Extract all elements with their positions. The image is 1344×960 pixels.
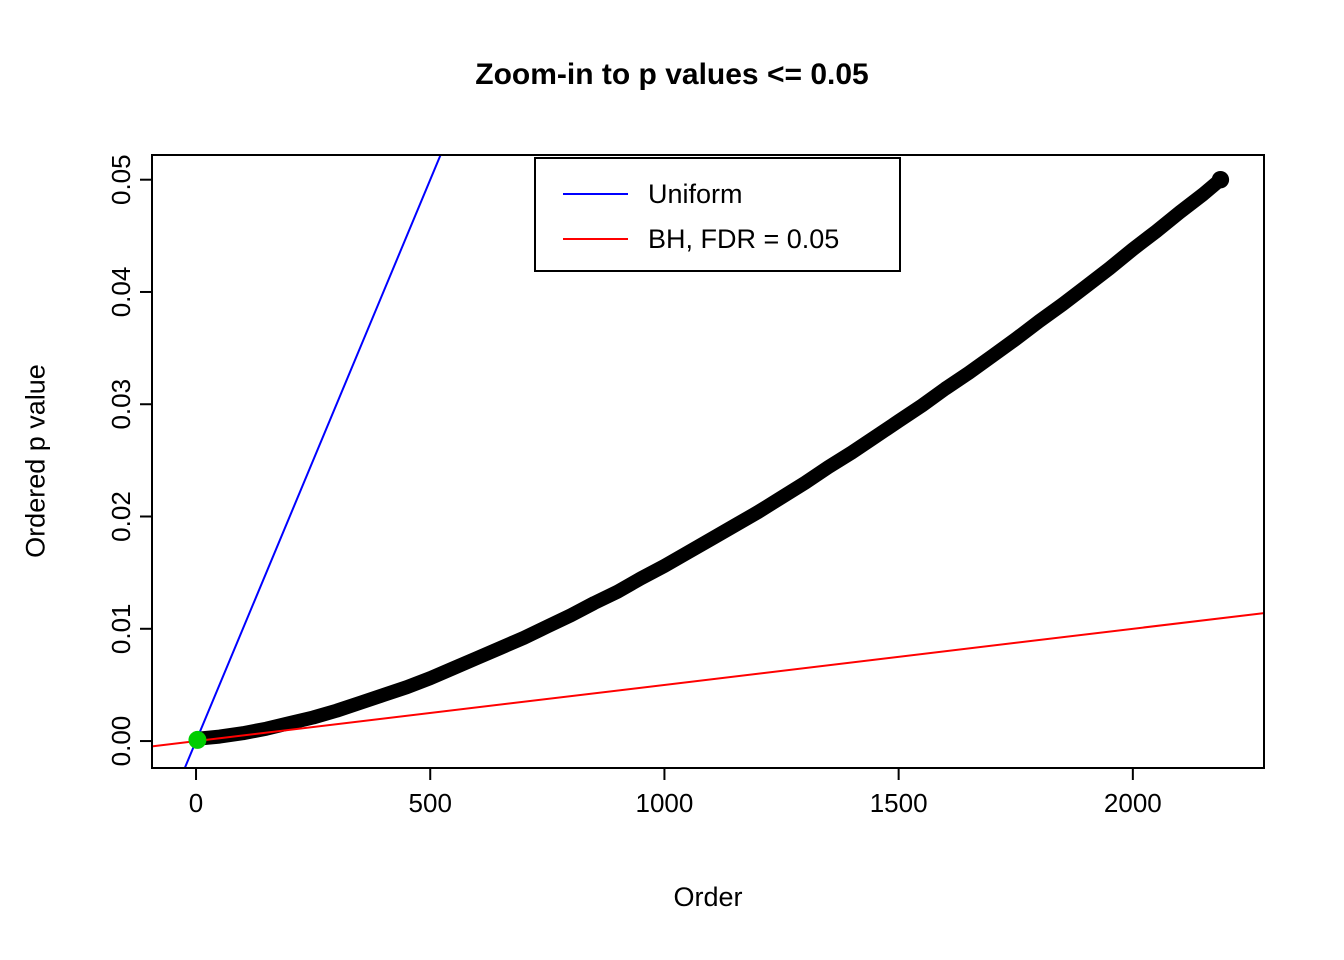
y-axis-title: Ordered p value (20, 364, 51, 558)
legend-label: BH, FDR = 0.05 (648, 224, 839, 254)
x-axis-title: Order (673, 882, 743, 912)
chart-title: Zoom-in to p values <= 0.05 (475, 58, 869, 91)
observed-ordered-p-values-endpoint (1211, 171, 1230, 189)
y-tick-label: 0.04 (106, 267, 136, 318)
bh-fdr-line (152, 612, 1264, 748)
legend-label: Uniform (648, 179, 743, 209)
observed-ordered-p-values (189, 172, 1228, 746)
legend: Uniform BH, FDR = 0.05 (534, 157, 901, 272)
significant-point (188, 730, 207, 749)
y-tick-label: 0.05 (106, 154, 136, 205)
legend-box (534, 157, 901, 272)
x-tick-label: 1500 (870, 788, 928, 818)
plot-frame (151, 154, 1265, 769)
y-tick-label: 0.03 (106, 379, 136, 430)
y-tick-label: 0.02 (106, 491, 136, 542)
x-tick-label: 1000 (636, 788, 694, 818)
x-tick-label: 500 (409, 788, 452, 818)
x-tick-label: 0 (189, 788, 203, 818)
series-group (152, 155, 1264, 768)
y-tick-label: 0.00 (106, 716, 136, 767)
y-tick-label: 0.01 (106, 603, 136, 654)
x-tick-label: 2000 (1104, 788, 1162, 818)
uniform-line (183, 155, 442, 768)
